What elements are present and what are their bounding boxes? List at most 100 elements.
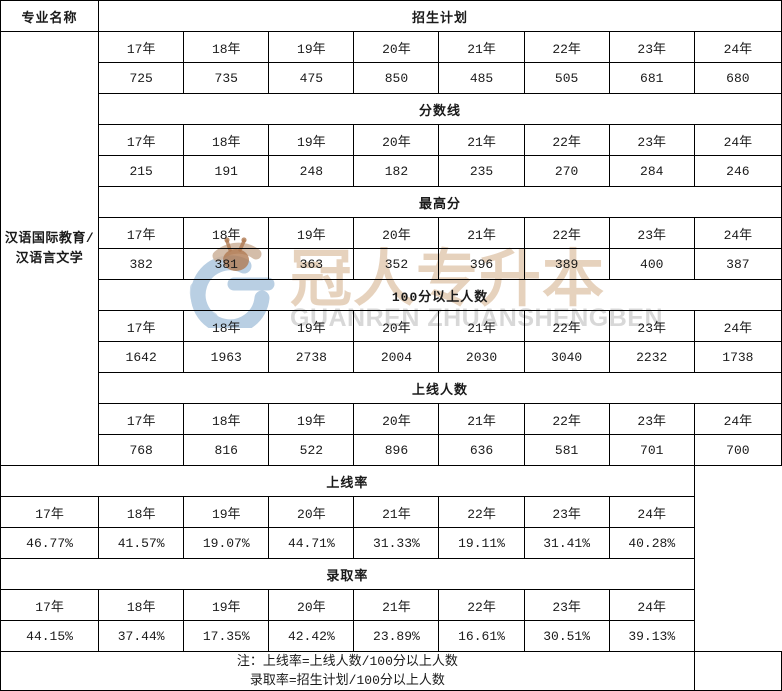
year-header-cell: 22年: [523, 403, 610, 435]
year-header-cell: 17年: [98, 310, 185, 342]
year-header-cell: 23年: [608, 403, 695, 435]
value-cell: 30.51%: [523, 620, 610, 652]
year-header-cell: 23年: [608, 31, 695, 63]
year-header-cell: 19年: [268, 217, 355, 249]
value-cell: 701: [608, 434, 695, 466]
year-header-cell: 22年: [523, 31, 610, 63]
value-cell: 700: [693, 434, 782, 466]
value-cell: 44.15%: [0, 620, 100, 652]
year-header-cell: 24年: [693, 124, 782, 156]
table-row: 最高分: [1, 186, 782, 218]
value-cell: 725: [98, 62, 185, 94]
year-header-cell: 24年: [693, 217, 782, 249]
table-row: 17年 18年 19年 20年 21年 22年 23年 24年: [1, 403, 782, 435]
value-cell: 816: [183, 434, 270, 466]
value-cell: 40.28%: [608, 527, 695, 559]
year-header-cell: 18年: [183, 124, 270, 156]
value-cell: 191: [183, 155, 270, 187]
year-header-cell: 22年: [523, 217, 610, 249]
value-cell: 215: [98, 155, 185, 187]
year-header-cell: 18年: [183, 217, 270, 249]
year-header-cell: 19年: [268, 31, 355, 63]
table-row: 17年 18年 19年 20年 21年 22年 23年 24年: [0, 589, 782, 621]
table-row: 17年 18年 19年 20年 21年 22年 23年 24年: [1, 217, 782, 249]
value-cell: 1738: [693, 341, 782, 373]
value-cell: 31.41%: [523, 527, 610, 559]
year-header-cell: 21年: [438, 403, 525, 435]
value-cell: 23.89%: [353, 620, 440, 652]
value-cell: 37.44%: [98, 620, 185, 652]
section-band-0: 招生计划: [98, 0, 782, 32]
value-cell: 2004: [353, 341, 440, 373]
table-row: 725 735 475 850 485 505 681 680: [1, 62, 782, 94]
table-row: 44.15% 37.44% 17.35% 42.42% 23.89% 16.61…: [0, 620, 782, 652]
year-header-cell: 19年: [183, 589, 270, 621]
value-cell: 246: [693, 155, 782, 187]
value-cell: 681: [608, 62, 695, 94]
value-cell: 248: [268, 155, 355, 187]
table-row: 注：上线率=上线人数/100分以上人数 录取率=招生计划/100分以上人数: [0, 651, 782, 691]
value-cell: 1642: [98, 341, 185, 373]
value-cell: 505: [523, 62, 610, 94]
year-header-cell: 18年: [98, 589, 185, 621]
year-header-cell: 23年: [523, 496, 610, 528]
value-cell: 31.33%: [353, 527, 440, 559]
year-header-cell: 22年: [523, 124, 610, 156]
year-header-cell: 17年: [98, 217, 185, 249]
year-header-cell: 18年: [183, 403, 270, 435]
year-header-cell: 17年: [98, 403, 185, 435]
year-header-cell: 19年: [268, 403, 355, 435]
value-cell: 1963: [183, 341, 270, 373]
value-cell: 19.11%: [438, 527, 525, 559]
value-cell: 485: [438, 62, 525, 94]
value-cell: 2232: [608, 341, 695, 373]
year-header-cell: 20年: [353, 403, 440, 435]
year-header-cell: 21年: [438, 217, 525, 249]
value-cell: 46.77%: [0, 527, 100, 559]
value-cell: 2738: [268, 341, 355, 373]
year-header-cell: 23年: [608, 217, 695, 249]
table-row: 17年 18年 19年 20年 21年 22年 23年 24年: [0, 496, 782, 528]
section-band-1: 分数线: [98, 93, 782, 125]
year-header-cell: 24年: [693, 31, 782, 63]
year-header-cell: 18年: [98, 496, 185, 528]
year-header-cell: 19年: [268, 124, 355, 156]
value-cell: 382: [98, 248, 185, 280]
value-cell: 16.61%: [438, 620, 525, 652]
year-header-cell: 21年: [353, 589, 440, 621]
value-cell: 3040: [523, 341, 610, 373]
value-cell: 581: [523, 434, 610, 466]
year-header-cell: 20年: [353, 124, 440, 156]
year-header-cell: 19年: [183, 496, 270, 528]
year-header-cell: 18年: [183, 310, 270, 342]
value-cell: 400: [608, 248, 695, 280]
value-cell: 768: [98, 434, 185, 466]
table-row: 专业名称 招生计划: [0, 0, 782, 32]
value-cell: 636: [438, 434, 525, 466]
value-cell: 396: [438, 248, 525, 280]
value-cell: 680: [693, 62, 782, 94]
value-cell: 19.07%: [183, 527, 270, 559]
year-header-cell: 20年: [268, 496, 355, 528]
year-header-cell: 17年: [98, 124, 185, 156]
value-cell: 42.42%: [268, 620, 355, 652]
table-row: 46.77% 41.57% 19.07% 44.71% 31.33% 19.11…: [0, 527, 782, 559]
year-header-cell: 24年: [693, 403, 782, 435]
table-row: 768 816 522 896 636 581 701 700: [1, 434, 782, 466]
value-cell: 735: [183, 62, 270, 94]
year-header-cell: 21年: [438, 124, 525, 156]
year-header-cell: 21年: [438, 310, 525, 342]
year-header-cell: 24年: [608, 496, 695, 528]
value-cell: 363: [268, 248, 355, 280]
year-header-cell: 21年: [353, 496, 440, 528]
value-cell: 17.35%: [183, 620, 270, 652]
table-row: 382 381 363 352 396 389 400 387: [1, 248, 782, 280]
table-row: 17年 18年 19年 20年 21年 22年 23年 24年: [1, 310, 782, 342]
value-cell: 2030: [438, 341, 525, 373]
major-name-cell: 汉语国际教育/汉语言文学: [0, 31, 100, 466]
year-header-cell: 24年: [693, 310, 782, 342]
year-header-cell: 17年: [0, 496, 100, 528]
table-row: 录取率: [0, 558, 782, 590]
year-header-cell: 23年: [523, 589, 610, 621]
